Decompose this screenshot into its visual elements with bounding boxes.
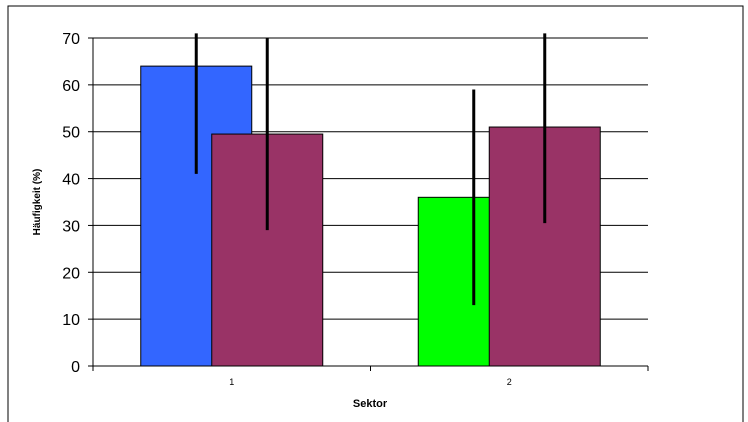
y-tick-label-60: 60 xyxy=(62,78,80,95)
x-axis-label: Sektor xyxy=(353,398,388,410)
y-tick-label-0: 0 xyxy=(71,359,80,376)
chart-frame xyxy=(7,5,744,422)
y-tick-label-50: 50 xyxy=(62,125,80,142)
error-bars xyxy=(194,33,547,306)
y-tick-label-40: 40 xyxy=(62,172,80,189)
y-tick-label-70: 70 xyxy=(62,31,80,48)
y-axis-label: Häufigkeit (%) xyxy=(32,169,43,236)
y-tick-label-20: 20 xyxy=(62,265,80,282)
y-tick-label-30: 30 xyxy=(62,218,80,235)
y-ticks: 0 10 20 30 40 50 60 70 xyxy=(62,31,93,376)
y-tick-label-10: 10 xyxy=(62,312,80,329)
x-tick-label-2: 2 xyxy=(507,377,512,387)
x-tick-label-1: 1 xyxy=(229,377,234,387)
